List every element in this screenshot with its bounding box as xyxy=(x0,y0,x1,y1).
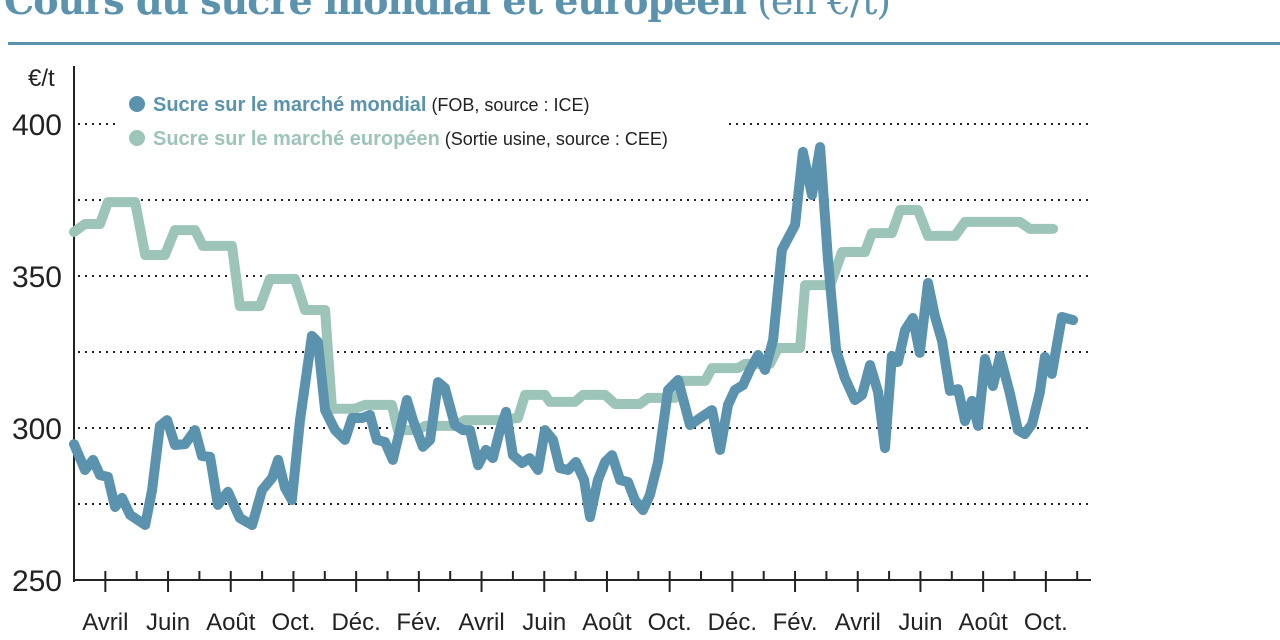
legend: Sucre sur le marché mondial (FOB, source… xyxy=(118,84,728,154)
legend-world: Sucre sur le marché mondial (FOB, source… xyxy=(153,94,589,116)
chart-title: Cours du sucre mondial et européen (en €… xyxy=(4,0,891,23)
legend-world-label: Sucre sur le marché mondial xyxy=(153,94,426,116)
x-tick-label: Oct. xyxy=(1024,609,1068,636)
x-tick-label: Juin xyxy=(522,609,566,636)
x-tick-label: Fév. xyxy=(396,609,441,636)
y-tick-label: 250 xyxy=(12,565,62,598)
y-tick-label: 400 xyxy=(12,109,62,142)
legend-europe-note: (Sortie usine, source : CEE) xyxy=(440,129,668,149)
title-rule xyxy=(8,42,1280,45)
chart-title-main: Cours du sucre mondial et européen xyxy=(4,0,747,23)
series-group xyxy=(69,142,1079,530)
legend-world-note: (FOB, source : ICE) xyxy=(426,95,589,115)
series-world-line xyxy=(69,142,1079,530)
x-tick-label: Oct. xyxy=(271,609,315,636)
legend-europe-label: Sucre sur le marché européen xyxy=(153,128,440,150)
x-tick-label: Août xyxy=(582,609,632,636)
x-tick-label: Avril xyxy=(835,609,881,636)
x-tick-label: Avril xyxy=(82,609,128,636)
legend-background xyxy=(118,84,728,154)
x-tick-label: Août xyxy=(958,609,1008,636)
y-axis-unit: €/t xyxy=(28,65,55,92)
legend-europe-marker xyxy=(129,130,145,146)
x-tick-label: Avril xyxy=(458,609,504,636)
x-axis: Avril Juin Août Oct. Déc. Fév. Avril Juin Août Oc… xyxy=(74,571,1091,636)
x-tick-label: Juin xyxy=(898,609,942,636)
x-tick-label: Juin xyxy=(146,609,190,636)
x-tick-label: Oct. xyxy=(648,609,692,636)
y-axis: €/t 250 300 350 400 xyxy=(12,65,75,598)
x-tick-label: Déc. xyxy=(708,609,757,636)
chart-title-unit: (en €/t) xyxy=(746,0,891,23)
legend-world-marker xyxy=(129,96,145,112)
x-tick-label: Déc. xyxy=(331,609,380,636)
x-tick-label: Août xyxy=(206,609,256,636)
x-tick-label: Fév. xyxy=(773,609,818,636)
series-europe-line xyxy=(69,197,1059,436)
legend-europe: Sucre sur le marché européen (Sortie usi… xyxy=(153,128,668,150)
y-tick-label: 300 xyxy=(12,413,62,446)
y-tick-label: 350 xyxy=(12,261,62,294)
